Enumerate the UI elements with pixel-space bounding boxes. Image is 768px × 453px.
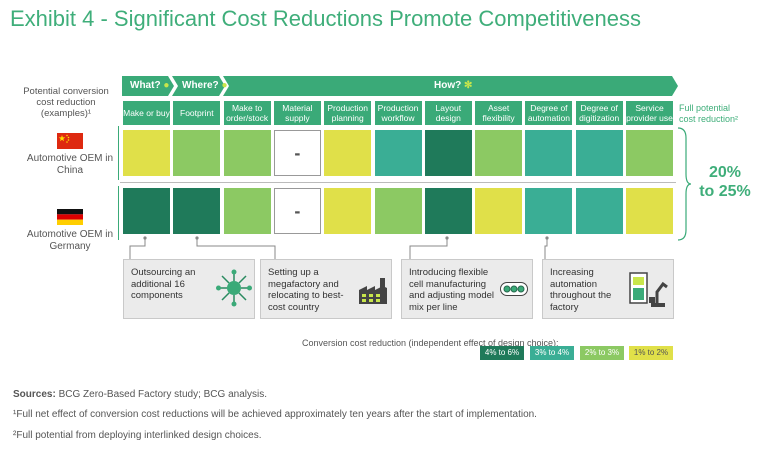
legend-title: Conversion cost reduction (independent e…	[302, 338, 559, 348]
stage-where-shape	[172, 76, 225, 96]
column-header: Make or buy	[123, 101, 170, 125]
heatmap-cell	[626, 130, 673, 176]
column-header: Service provider use	[626, 101, 673, 125]
heatmap-cell	[173, 130, 221, 176]
person-question-icon: ●	[163, 80, 170, 91]
callout-megafactory: Setting up a megafactory and relocating …	[260, 259, 392, 319]
heatmap-cell	[475, 130, 523, 176]
column-header: Footprint	[173, 101, 221, 125]
heatmap-cell	[173, 188, 221, 234]
callout-connectors	[129, 236, 549, 259]
stage-how: How? ✻	[434, 80, 473, 91]
stage-where: Where? ●	[182, 80, 228, 91]
column-header: Production planning	[324, 101, 372, 125]
stage-chevrons	[122, 76, 678, 96]
column-header: Degree of digitization	[575, 101, 623, 125]
location-pin-icon: ●	[221, 80, 228, 91]
factory-icon	[359, 278, 387, 304]
footnote-1: ¹Full net effect of conversion cost redu…	[13, 409, 537, 420]
row-label-china: Automotive OEM in China	[26, 153, 114, 176]
robot-arm-icon	[629, 272, 668, 307]
heatmap-cell	[626, 188, 673, 234]
legend-swatch: 3% to 4%	[530, 346, 574, 360]
column-header: Production workflow	[374, 101, 422, 125]
heatmap-cell: -	[273, 188, 321, 234]
column-header: Degree of automation	[525, 101, 573, 125]
conveyor-icon	[500, 282, 528, 296]
row-divider	[120, 182, 676, 183]
heatmap-cell	[374, 188, 422, 234]
column-header: Layout design	[424, 101, 472, 125]
heatmap-cell	[223, 188, 271, 234]
heatmap-cell	[525, 130, 573, 176]
callout-flexible-cell: Introducing flexible cell manufacturing …	[401, 259, 533, 319]
heatmap-cell	[324, 188, 372, 234]
china-flag-icon	[57, 133, 83, 149]
stage-what: What? ●	[130, 80, 170, 91]
heatmap-cell	[123, 188, 170, 234]
heatmap-cell	[123, 130, 170, 176]
germany-flag-icon	[57, 209, 83, 225]
heatmap-cell	[475, 188, 523, 234]
footnote-2: ²Full potential from deploying interlink…	[13, 430, 262, 441]
callout-automation: Increasing automation throughout the fac…	[542, 259, 674, 319]
gears-icon: ✻	[464, 80, 473, 91]
heatmap-cell: -	[273, 130, 321, 176]
sources-footnote: Sources: BCG Zero-Based Factory study; B…	[13, 389, 267, 400]
legend-swatch: 4% to 6%	[480, 346, 524, 360]
full-potential-label: Full potential cost reduction²	[679, 103, 739, 124]
heatmap-cell	[223, 130, 271, 176]
row-bracket-germany	[118, 186, 119, 240]
full-potential-value: 20% to 25%	[699, 164, 751, 200]
column-header: Asset flexibility	[475, 101, 523, 125]
heatmap-cell	[424, 188, 472, 234]
page-title: Exhibit 4 - Significant Cost Reductions …	[10, 6, 641, 31]
column-header: Make to order/stock	[223, 101, 271, 125]
heatmap-cell	[575, 130, 623, 176]
stage-what-shape	[122, 76, 174, 96]
row-header-label: Potential conversion cost reduction (exa…	[23, 86, 109, 119]
heatmap-cell	[324, 130, 372, 176]
row-label-germany: Automotive OEM in Germany	[26, 229, 114, 252]
network-hub-icon	[216, 269, 252, 307]
callout-outsourcing: Outsourcing an additional 16 components	[123, 259, 255, 319]
stage-how-shape	[223, 76, 678, 96]
heatmap-cell	[525, 188, 573, 234]
legend-swatch: 1% to 2%	[629, 346, 673, 360]
full-potential-bracket	[677, 127, 692, 241]
legend-swatch: 2% to 3%	[580, 346, 624, 360]
heatmap-cell	[424, 130, 472, 176]
column-header: Material supply	[273, 101, 321, 125]
heatmap-cell	[575, 188, 623, 234]
row-bracket-china	[118, 126, 119, 180]
heatmap-cell	[374, 130, 422, 176]
